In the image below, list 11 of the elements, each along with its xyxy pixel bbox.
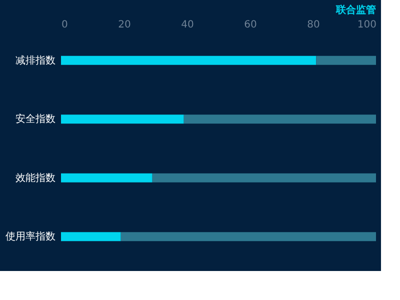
x-tick-label: 40: [181, 20, 194, 30]
x-tick-label: 60: [244, 20, 257, 30]
chart-title: 联合监管: [335, 4, 376, 16]
x-tick-label: 20: [118, 20, 131, 30]
x-tick-label: 80: [307, 20, 320, 30]
x-tick-label: 0: [62, 20, 68, 30]
x-tick-label: 100: [357, 20, 376, 30]
y-tick-label: 效能指数: [16, 172, 56, 184]
y-tick-label: 安全指数: [16, 113, 56, 126]
y-tick-label: 使用率指数: [6, 230, 56, 243]
y-tick-label: 减排指数: [16, 54, 56, 66]
